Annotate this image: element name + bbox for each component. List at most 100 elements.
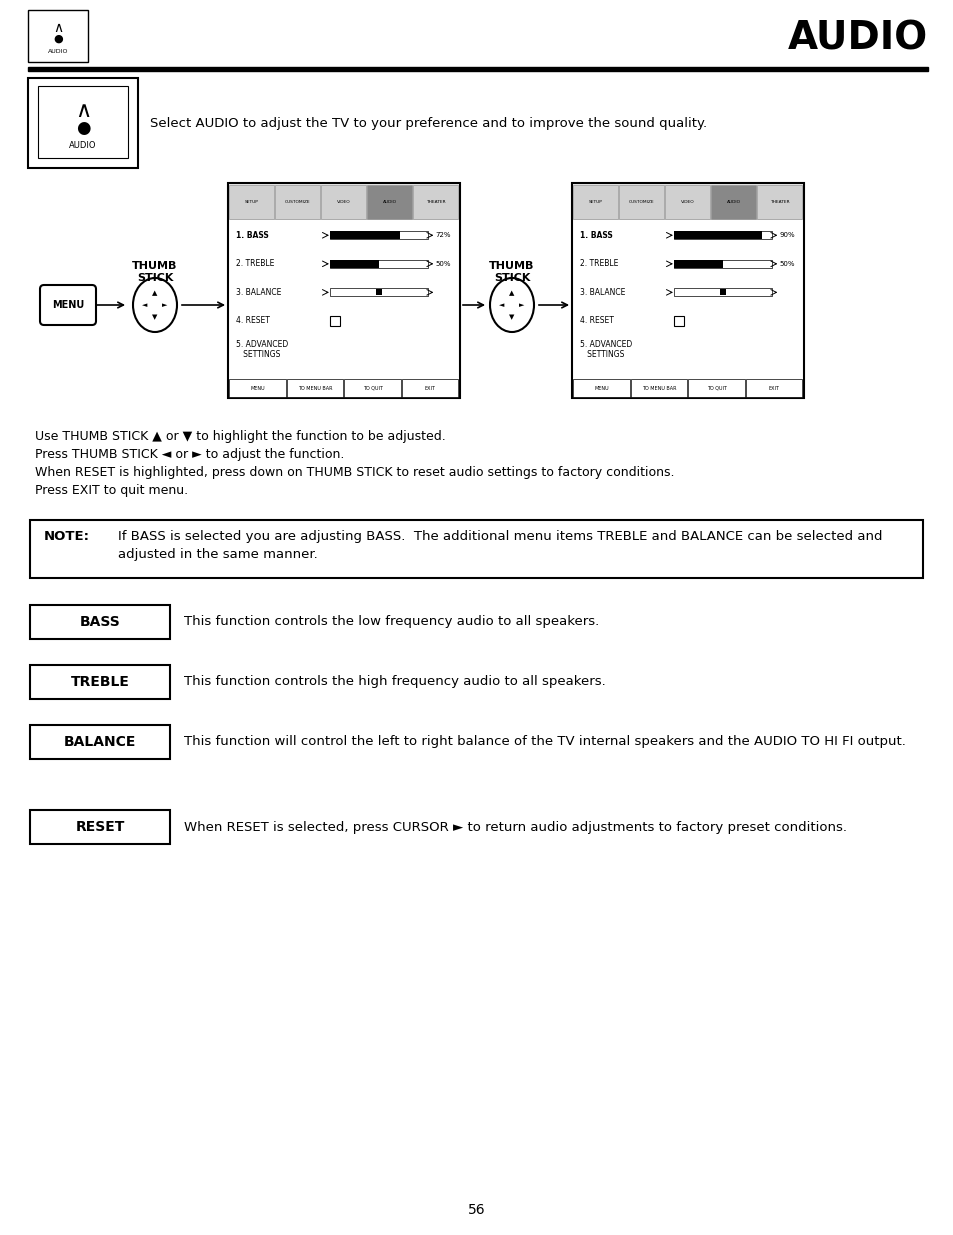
Text: TO QUIT: TO QUIT <box>706 385 726 390</box>
Bar <box>275 185 320 219</box>
Bar <box>674 231 761 240</box>
Text: BALANCE: BALANCE <box>64 735 136 748</box>
Text: This function controls the high frequency audio to all speakers.: This function controls the high frequenc… <box>184 676 605 688</box>
Text: ►: ► <box>518 303 524 308</box>
Bar <box>330 231 427 240</box>
Text: MENU: MENU <box>51 300 84 310</box>
Bar <box>618 185 664 219</box>
Text: This function controls the low frequency audio to all speakers.: This function controls the low frequency… <box>184 615 598 629</box>
Bar <box>401 378 458 396</box>
Bar <box>757 185 801 219</box>
Bar <box>674 316 683 326</box>
Text: THUMB: THUMB <box>489 261 534 270</box>
Bar <box>28 67 927 70</box>
Bar <box>630 378 687 396</box>
Text: THUMB: THUMB <box>132 261 177 270</box>
Text: BASS: BASS <box>79 615 120 629</box>
Bar <box>228 183 459 398</box>
Text: 3. BALANCE: 3. BALANCE <box>235 288 281 296</box>
Text: ∧: ∧ <box>74 101 91 121</box>
Bar <box>28 78 138 168</box>
Bar <box>688 378 744 396</box>
Text: ◄: ◄ <box>498 303 504 308</box>
Bar <box>330 259 378 268</box>
Bar <box>30 520 923 578</box>
Text: 2. TREBLE: 2. TREBLE <box>235 259 274 268</box>
Bar <box>30 664 170 699</box>
Text: NOTE:: NOTE: <box>44 530 90 543</box>
Bar <box>367 185 412 219</box>
Text: ▼: ▼ <box>152 314 157 320</box>
Bar <box>720 289 725 295</box>
Text: SETUP: SETUP <box>588 200 602 204</box>
Bar <box>572 183 803 398</box>
Text: THEATER: THEATER <box>426 200 445 204</box>
Text: ◄: ◄ <box>142 303 148 308</box>
Bar <box>229 378 458 396</box>
Bar <box>674 259 722 268</box>
Text: This function will control the left to right balance of the TV internal speakers: This function will control the left to r… <box>184 736 905 748</box>
Text: TO QUIT: TO QUIT <box>362 385 382 390</box>
Text: When RESET is highlighted, press down on THUMB STICK to reset audio settings to : When RESET is highlighted, press down on… <box>35 466 674 479</box>
Text: ●: ● <box>53 33 63 43</box>
Bar <box>330 259 427 268</box>
Text: AUDIO: AUDIO <box>382 200 396 204</box>
Text: STICK: STICK <box>494 273 530 283</box>
Bar <box>674 259 771 268</box>
Text: Select AUDIO to adjust the TV to your preference and to improve the sound qualit: Select AUDIO to adjust the TV to your pr… <box>150 116 706 130</box>
Bar <box>30 725 170 760</box>
Text: MENU: MENU <box>594 385 608 390</box>
Bar <box>665 185 710 219</box>
Bar <box>344 378 400 396</box>
Text: ∧: ∧ <box>52 21 63 36</box>
Text: 56: 56 <box>468 1203 485 1216</box>
Text: AUDIO: AUDIO <box>70 141 96 149</box>
Text: Use THUMB STICK ▲ or ▼ to highlight the function to be adjusted.: Use THUMB STICK ▲ or ▼ to highlight the … <box>35 430 445 443</box>
Bar <box>375 289 381 295</box>
Text: ►: ► <box>162 303 168 308</box>
Text: When RESET is selected, press CURSOR ► to return audio adjustments to factory pr: When RESET is selected, press CURSOR ► t… <box>184 820 846 834</box>
Bar <box>330 316 339 326</box>
Text: STICK: STICK <box>136 273 173 283</box>
Text: Press EXIT to quit menu.: Press EXIT to quit menu. <box>35 484 188 496</box>
Text: MENU: MENU <box>251 385 265 390</box>
Bar <box>674 288 771 296</box>
Text: AUDIO: AUDIO <box>787 20 927 58</box>
Bar <box>230 378 286 396</box>
Bar <box>28 10 88 62</box>
Bar <box>573 185 618 219</box>
Bar <box>413 185 458 219</box>
Text: AUDIO: AUDIO <box>726 200 740 204</box>
Text: 2. TREBLE: 2. TREBLE <box>579 259 618 268</box>
Bar <box>573 184 802 220</box>
Text: ▲: ▲ <box>152 290 157 296</box>
Text: RESET: RESET <box>75 820 125 834</box>
Text: ▼: ▼ <box>509 314 515 320</box>
Bar <box>30 605 170 638</box>
Text: ▲: ▲ <box>509 290 515 296</box>
Bar <box>745 378 801 396</box>
Bar <box>229 184 458 220</box>
Text: If BASS is selected you are adjusting BASS.  The additional menu items TREBLE an: If BASS is selected you are adjusting BA… <box>118 530 882 561</box>
Bar <box>287 378 343 396</box>
Text: THEATER: THEATER <box>769 200 789 204</box>
Text: 1. BASS: 1. BASS <box>235 231 269 240</box>
Text: ●: ● <box>75 119 91 137</box>
Text: SETUP: SETUP <box>245 200 258 204</box>
Text: 90%: 90% <box>779 232 794 238</box>
Bar <box>330 231 400 240</box>
Text: CUSTOMIZE: CUSTOMIZE <box>285 200 311 204</box>
Text: 4. RESET: 4. RESET <box>235 316 270 325</box>
Text: EXIT: EXIT <box>424 385 436 390</box>
Text: CUSTOMIZE: CUSTOMIZE <box>629 200 654 204</box>
Text: AUDIO: AUDIO <box>48 49 69 54</box>
Text: 1. BASS: 1. BASS <box>579 231 612 240</box>
Text: 50%: 50% <box>436 261 451 267</box>
Bar <box>30 810 170 844</box>
FancyBboxPatch shape <box>40 285 96 325</box>
Text: 4. RESET: 4. RESET <box>579 316 613 325</box>
Bar <box>674 231 771 240</box>
Bar <box>38 86 128 158</box>
Text: TO MENU BAR: TO MENU BAR <box>641 385 676 390</box>
Ellipse shape <box>490 278 534 332</box>
